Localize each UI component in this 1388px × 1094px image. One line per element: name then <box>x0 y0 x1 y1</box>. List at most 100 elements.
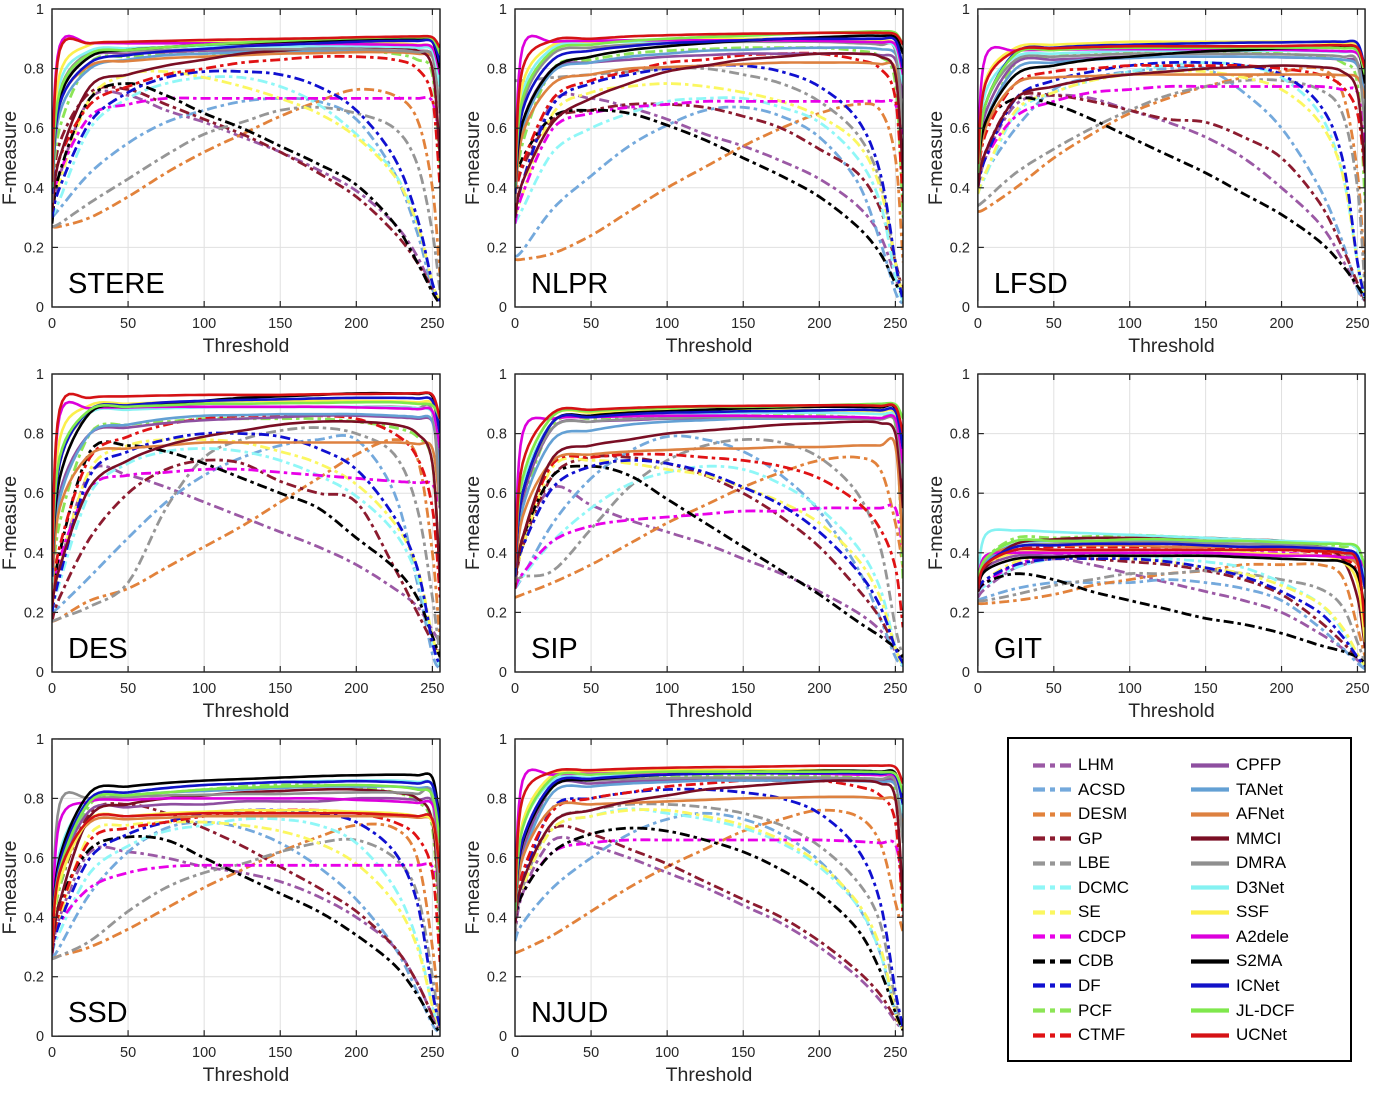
x-tick-label: 200 <box>1269 316 1293 332</box>
series-DF <box>52 431 440 667</box>
legend-label-D3Net: D3Net <box>1236 877 1285 897</box>
series-JL-DCF <box>515 401 903 568</box>
series-group <box>977 39 1366 302</box>
chart-lfsd: 0 50 100 150 200 250 0 0.2 0.4 0.6 0.8 1 Threshold F-… <box>926 0 1388 365</box>
x-tick-label: 200 <box>344 1045 368 1061</box>
series-SE <box>52 437 440 658</box>
series-A2dele <box>977 551 1366 583</box>
series-JL-DCF <box>52 35 440 188</box>
series-group <box>515 401 903 668</box>
legend-entry-SSF: SSF <box>1190 902 1269 922</box>
legend-entry-S2MA: S2MA <box>1190 951 1282 971</box>
y-tick-label: 0.8 <box>24 791 44 807</box>
plot-border <box>51 738 441 1037</box>
series-group <box>52 772 440 1035</box>
series-ICNet <box>515 406 903 577</box>
y-axis-label: F-measure <box>926 111 947 205</box>
x-tick-label: 100 <box>192 681 216 697</box>
series-MMCI <box>515 420 903 589</box>
series-UCNet <box>515 403 903 568</box>
legend-entry-CPFP: CPFP <box>1190 755 1281 775</box>
y-tick-label: 0.2 <box>24 605 44 621</box>
chart-svg-SSD: 0 50 100 150 200 250 0 0.2 0.4 0.6 0.8 1 Threshold F-… <box>0 732 444 1086</box>
series-S2MA <box>977 554 1366 613</box>
y-tick-label: 0.4 <box>487 910 507 926</box>
x-tick-label: 100 <box>655 1045 679 1061</box>
series-LHM <box>977 93 1366 302</box>
legend-label-MMCI: MMCI <box>1236 828 1282 848</box>
plot-border <box>51 373 441 673</box>
series-group <box>977 528 1366 671</box>
series-PCF <box>52 49 440 203</box>
series-DCMC <box>515 464 903 667</box>
legend-line-SSF <box>1191 910 1229 915</box>
series-JL-DCF <box>515 770 903 912</box>
y-tick-label: 0 <box>962 300 970 316</box>
legend-label-JL-DCF: JL-DCF <box>1236 1000 1295 1020</box>
axis-ticks <box>977 373 1366 673</box>
series-LHM <box>52 464 440 643</box>
series-CPFP <box>52 796 440 948</box>
series-A2dele <box>52 797 440 942</box>
series-DF <box>52 69 440 302</box>
series-GP <box>52 802 440 1031</box>
y-tick-label: 1 <box>499 367 507 383</box>
series-S2MA <box>52 772 440 942</box>
dataset-label: GIT <box>994 633 1043 665</box>
legend-label-LBE: LBE <box>1078 853 1111 873</box>
y-tick-label: 0 <box>499 300 507 316</box>
series-JL-DCF <box>977 537 1366 583</box>
y-tick-label: 0.2 <box>24 240 44 256</box>
legend-line-UCNet <box>1191 1032 1229 1038</box>
series-SE <box>977 69 1366 299</box>
legend-line-MMCI <box>1191 836 1229 841</box>
y-tick-label: 1 <box>499 732 507 748</box>
chart-ssd: 0 50 100 150 200 250 0 0.2 0.4 0.6 0.8 1 Threshold F-… <box>0 730 463 1094</box>
series-GP <box>515 454 903 664</box>
series-PCF <box>515 46 903 218</box>
series-LBE <box>977 569 1366 664</box>
legend-entry-GP: GP <box>1032 829 1103 849</box>
chart-njud: 0 50 100 150 200 250 0 0.2 0.4 0.6 0.8 1 Threshold F-… <box>463 730 926 1094</box>
legend-label-SSF: SSF <box>1236 902 1270 922</box>
legend-label-DCMC: DCMC <box>1078 877 1129 897</box>
x-tick-label: 50 <box>583 316 599 332</box>
series-DCMC <box>52 447 440 667</box>
series-TANet <box>515 46 903 203</box>
axis-ticks <box>514 373 903 673</box>
x-tick-label: 100 <box>1118 681 1142 697</box>
x-tick-label: 200 <box>344 681 368 697</box>
y-tick-label: 1 <box>962 367 970 383</box>
x-axis-label: Threshold <box>1128 335 1214 357</box>
series-CTMF <box>52 414 440 607</box>
legend-line-DF <box>1033 983 1071 989</box>
chart-nlpr: 0 50 100 150 200 250 0 0.2 0.4 0.6 0.8 1 Threshold F-… <box>463 0 926 365</box>
x-tick-label: 250 <box>420 681 444 697</box>
dataset-label: STERE <box>68 268 165 300</box>
plot-border <box>977 8 1366 308</box>
y-tick-label: 0.4 <box>24 910 44 926</box>
axis-ticks <box>514 738 903 1037</box>
y-tick-label: 0 <box>36 665 44 681</box>
dataset-label: DES <box>68 633 128 665</box>
y-tick-label: 0.2 <box>487 605 507 621</box>
y-axis-label: F-measure <box>926 476 947 570</box>
x-tick-label: 250 <box>420 1045 444 1061</box>
y-tick-label: 0.8 <box>24 62 44 78</box>
x-tick-label: 50 <box>120 681 136 697</box>
y-tick-label: 0.2 <box>487 240 507 256</box>
y-tick-label: 0.6 <box>24 851 44 867</box>
series-LHM <box>977 557 1366 668</box>
legend-line-PCF <box>1033 1008 1071 1013</box>
series-ACSD <box>515 105 903 305</box>
series-ACSD <box>515 434 903 668</box>
x-tick-label: 0 <box>511 316 519 332</box>
axis-ticks <box>51 738 440 1037</box>
x-tick-label: 100 <box>655 316 679 332</box>
y-tick-label: 0.6 <box>24 121 44 137</box>
chart-sip: 0 50 100 150 200 250 0 0.2 0.4 0.6 0.8 1 Threshold F-… <box>463 365 926 730</box>
legend-line-LBE <box>1033 861 1071 866</box>
x-tick-label: 0 <box>48 316 56 332</box>
axis-ticks <box>51 8 440 308</box>
series-AFNet <box>52 441 440 598</box>
